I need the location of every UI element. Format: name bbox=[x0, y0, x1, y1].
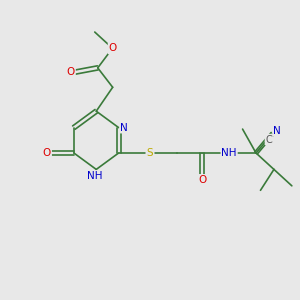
Text: O: O bbox=[43, 148, 51, 158]
Text: O: O bbox=[67, 68, 75, 77]
Text: NH: NH bbox=[221, 148, 237, 158]
Text: C: C bbox=[266, 134, 272, 145]
Text: S: S bbox=[147, 148, 153, 158]
Text: O: O bbox=[109, 44, 117, 53]
Text: O: O bbox=[198, 175, 206, 185]
Text: N: N bbox=[273, 126, 281, 136]
Text: NH: NH bbox=[87, 171, 103, 181]
Text: N: N bbox=[120, 123, 128, 133]
